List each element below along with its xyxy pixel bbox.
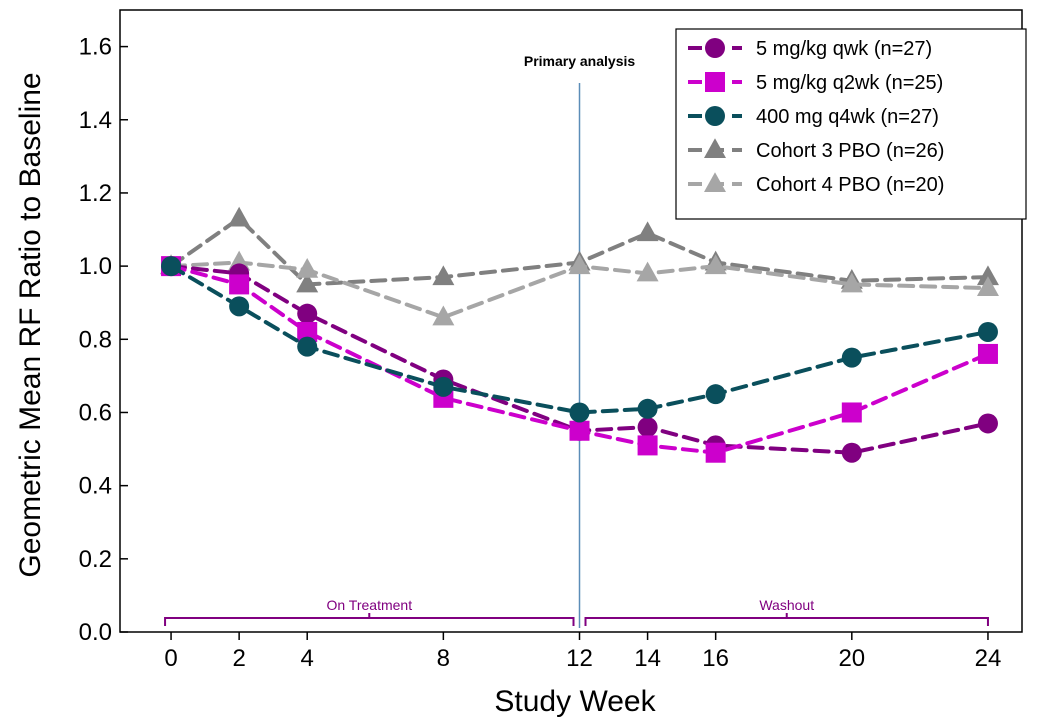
- legend-box: [675, 28, 1027, 220]
- x-tick-label: 8: [437, 645, 450, 672]
- series-3: [161, 256, 998, 423]
- data-point: [704, 254, 727, 275]
- data-point: [569, 402, 590, 423]
- data-point: [841, 402, 862, 423]
- x-tick-label: 0: [164, 645, 177, 672]
- data-point: [977, 321, 998, 342]
- data-point: [705, 384, 726, 405]
- data-point: [841, 442, 862, 463]
- legend-entry: 5 mg/kg qwk (n=27): [688, 38, 932, 60]
- data-point: [636, 261, 659, 282]
- data-point: [432, 305, 455, 326]
- x-axis: 0 2 4 8 12 14 16 20 24: [164, 632, 1001, 672]
- data-point: [976, 276, 999, 297]
- bracket-washout: [584, 613, 989, 626]
- y-tick-label: 0.2: [79, 546, 112, 573]
- x-axis-title: Study Week: [494, 685, 656, 718]
- legend-entry: 5 mg/kg q2wk (n=25): [688, 72, 943, 94]
- y-tick-label: 0.0: [79, 619, 112, 646]
- data-point: [568, 254, 591, 275]
- data-point: [432, 265, 455, 286]
- x-tick-label: 16: [702, 645, 729, 672]
- data-point: [161, 256, 182, 277]
- annotation-layer: Primary analysis: [524, 53, 636, 628]
- legend-entry: Cohort 4 PBO (n=20): [688, 172, 944, 196]
- data-point: [228, 206, 251, 227]
- legend: 5 mg/kg qwk (n=27) 5 mg/kg q2wk (n=25) 400…: [675, 28, 1027, 220]
- data-point: [977, 413, 998, 434]
- legend-label: Cohort 3 PBO (n=26): [756, 140, 944, 162]
- data-point: [976, 265, 999, 286]
- x-tick-label: 14: [634, 645, 661, 672]
- x-tick-label: 20: [838, 645, 865, 672]
- x-tick-label: 12: [566, 645, 593, 672]
- data-point: [637, 435, 658, 456]
- data-point: [297, 321, 318, 342]
- legend-label: 5 mg/kg q2wk (n=25): [756, 72, 943, 94]
- bracket-on-treatment: [164, 613, 575, 626]
- primary-analysis-label: Primary analysis: [524, 53, 636, 69]
- period-brackets: On Treatment Washout: [164, 597, 989, 626]
- y-tick-label: 1.6: [79, 34, 112, 61]
- plot-frame: [119, 9, 1023, 633]
- y-tick-label: 0.4: [79, 473, 112, 500]
- data-point: [433, 376, 454, 397]
- data-point: [297, 303, 318, 324]
- y-tick-label: 1.4: [79, 107, 112, 134]
- legend-swatch-marker: [705, 106, 725, 126]
- y-tick-label: 1.2: [79, 180, 112, 207]
- x-tick-label: 24: [975, 645, 1002, 672]
- legend-entry: 400 mg q4wk (n=27): [688, 106, 939, 128]
- data-point: [840, 272, 863, 293]
- data-point: [229, 274, 250, 295]
- bracket-label: Washout: [759, 597, 814, 613]
- data-point: [841, 347, 862, 368]
- data-point: [297, 336, 318, 357]
- y-axis: 0.0 0.2 0.4 0.6 0.8 1.0 1.2 1.4 1.6: [79, 34, 128, 646]
- y-axis-title: Geometric Mean RF Ratio to Baseline: [14, 72, 47, 577]
- data-point: [296, 272, 319, 293]
- data-point: [229, 296, 250, 317]
- x-tick-label: 2: [232, 645, 245, 672]
- y-tick-label: 0.6: [79, 399, 112, 426]
- legend-swatch-marker: [705, 38, 725, 58]
- data-point: [296, 257, 319, 278]
- legend-label: Cohort 4 PBO (n=20): [756, 174, 944, 196]
- bracket-label: On Treatment: [326, 597, 412, 613]
- data-point: [977, 343, 998, 364]
- series-layer: [160, 206, 999, 463]
- legend-label: 400 mg q4wk (n=27): [756, 106, 939, 128]
- legend-swatch-marker: [704, 172, 726, 192]
- data-point: [569, 420, 590, 441]
- data-point: [705, 442, 726, 463]
- legend-swatch-marker: [705, 72, 725, 92]
- data-point: [636, 221, 659, 242]
- legend-swatch-marker: [704, 138, 726, 158]
- legend-entry: Cohort 3 PBO (n=26): [688, 138, 944, 162]
- y-tick-label: 1.0: [79, 253, 112, 280]
- legend-label: 5 mg/kg qwk (n=27): [756, 38, 932, 60]
- x-tick-label: 4: [301, 645, 314, 672]
- data-point: [637, 417, 658, 438]
- y-tick-label: 0.8: [79, 326, 112, 353]
- data-point: [637, 398, 658, 419]
